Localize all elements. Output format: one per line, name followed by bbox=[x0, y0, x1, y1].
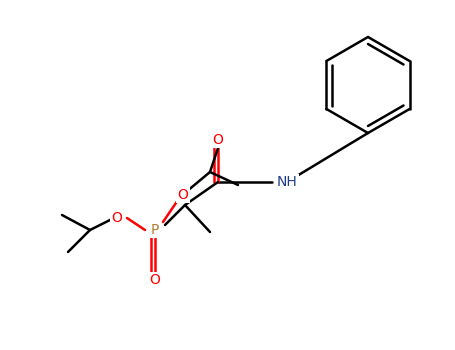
Text: O: O bbox=[212, 133, 223, 147]
Text: O: O bbox=[177, 188, 188, 202]
Text: O: O bbox=[150, 273, 161, 287]
Text: P: P bbox=[151, 223, 159, 237]
Text: NH: NH bbox=[277, 175, 298, 189]
Text: O: O bbox=[111, 211, 122, 225]
